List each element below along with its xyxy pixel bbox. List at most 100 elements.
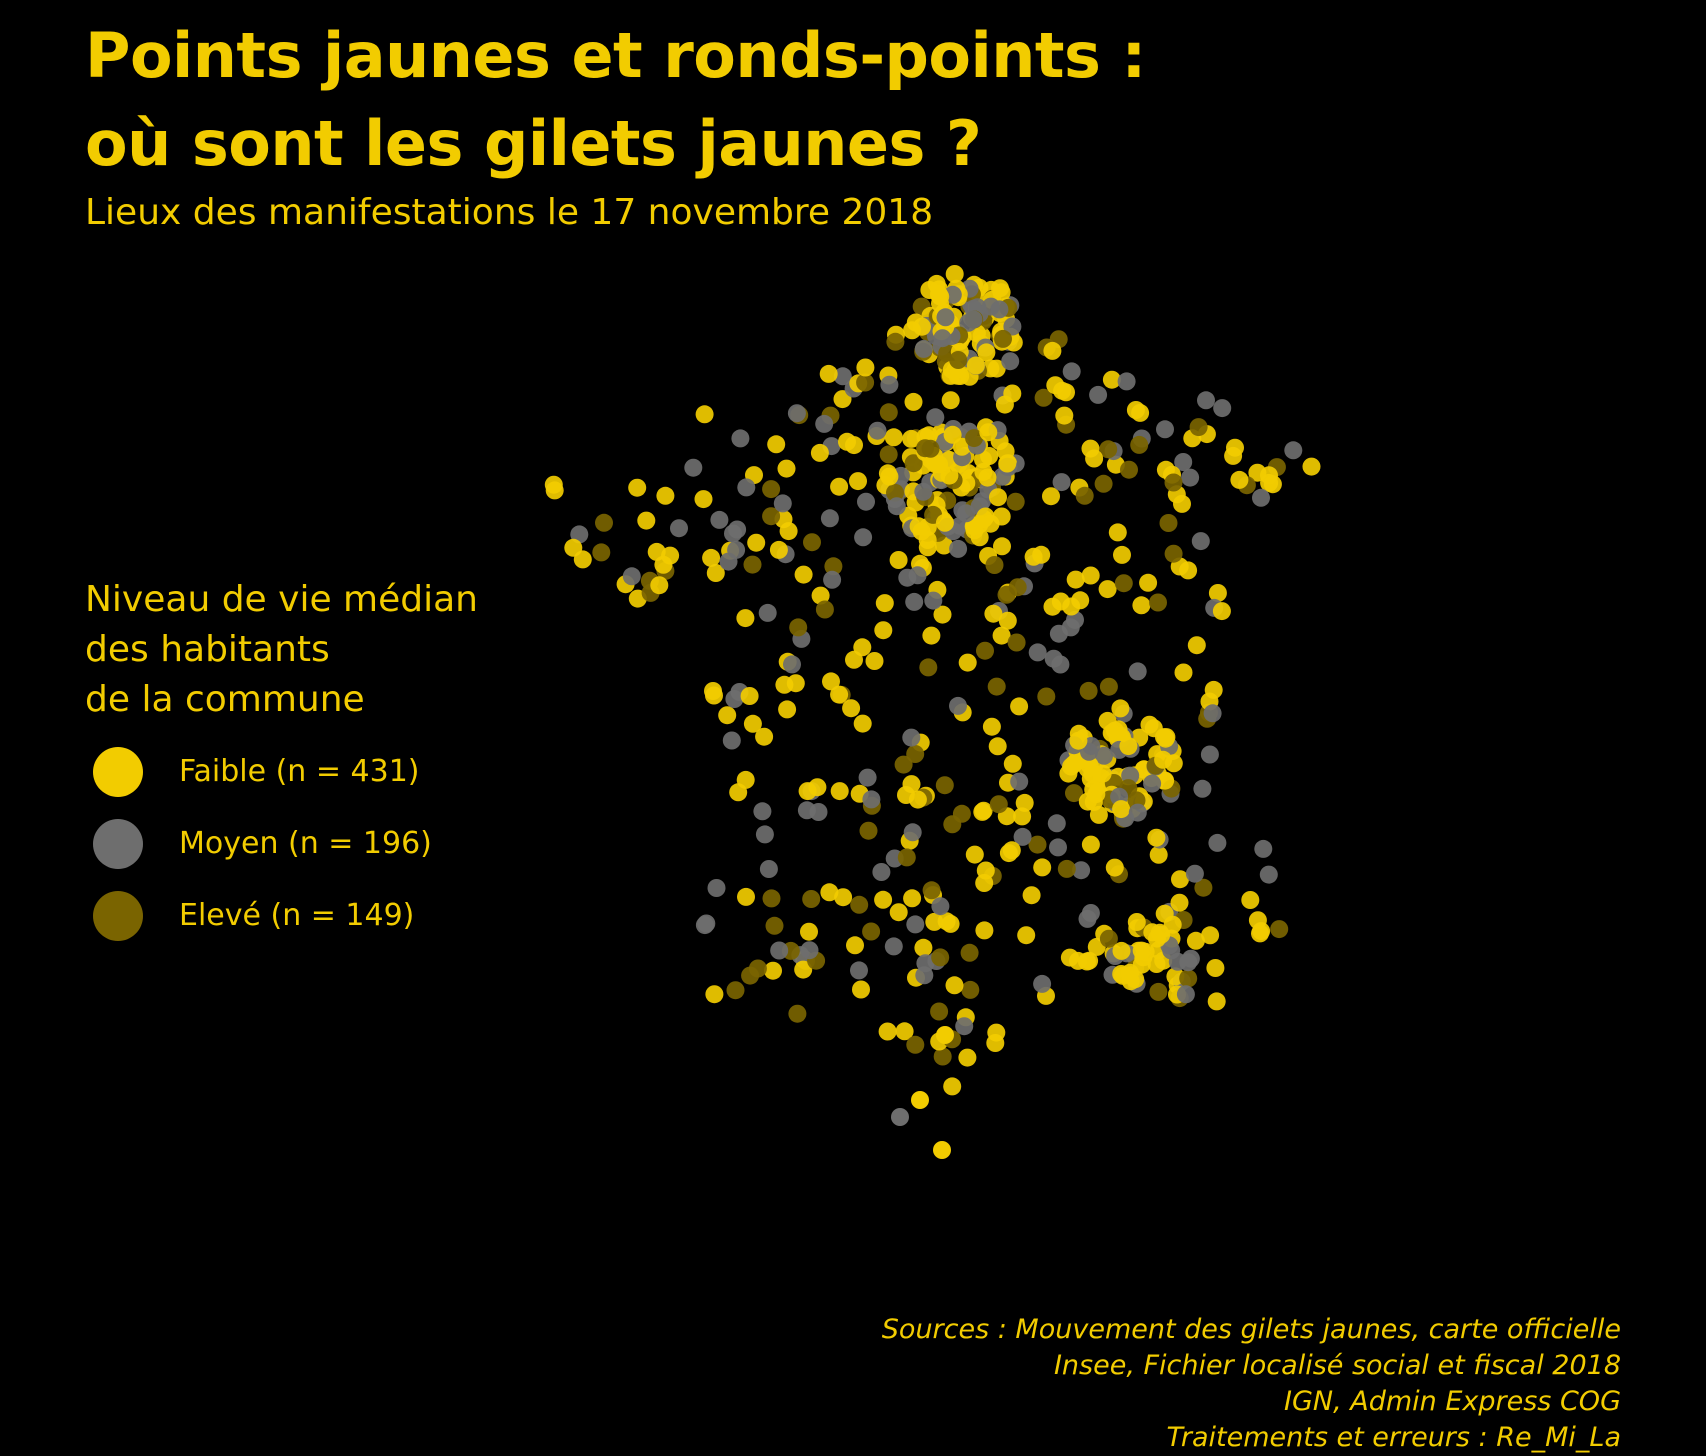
protest-dot-moyen [1203,704,1222,723]
protest-dot-eleve [1164,544,1183,563]
protest-dot-eleve [1149,593,1167,612]
protest-dot-moyen [800,941,819,960]
protest-dot-faible [1069,731,1088,750]
source-line-4: Traitements et erreurs : Re_Mi_La [1166,1422,1621,1453]
protest-dot-faible [998,454,1017,473]
protest-dot-moyen [1128,803,1147,822]
protest-dot-eleve [994,329,1012,348]
protest-dot-moyen [1049,838,1067,857]
protest-dot-faible [973,802,992,821]
protest-dot-moyen [1095,746,1113,765]
protest-dot-faible [740,687,759,705]
protest-dot-moyen [759,860,778,878]
protest-dot-eleve [762,507,781,526]
protest-dot-eleve [1159,514,1178,532]
protest-dot-moyen [1028,643,1047,662]
protest-dot-faible [925,912,944,931]
protest-dot-faible [736,770,755,789]
protest-dot-moyen [936,308,955,327]
protest-dot-faible [650,576,669,595]
protest-dot-faible [1126,401,1145,419]
protest-dot-eleve [762,480,781,499]
protest-dot-moyen [1197,391,1215,410]
protest-dot-faible [1113,545,1131,564]
protest-dot-moyen [1128,662,1147,681]
protest-dot-faible [794,960,813,979]
protest-dot-faible [808,778,827,797]
protest-dot-moyen [710,510,729,529]
protest-dot-faible [1148,929,1166,948]
map-title: Points jaunes et ronds-points : où sont … [85,12,1146,188]
protest-dot-moyen [809,803,828,821]
protest-dot-faible [1171,870,1189,889]
protest-dot-moyen [850,961,868,980]
protest-dot-moyen [1181,468,1200,487]
legend: Niveau de vie médian des habitants de la… [85,575,545,941]
protest-dot-faible [1071,591,1090,610]
protest-dot-eleve [922,881,941,900]
protest-dot-faible [976,861,995,880]
protest-dot-moyen [1117,372,1136,391]
protest-dot-eleve [824,557,843,576]
protest-dot-faible [786,674,805,693]
protest-dot-eleve [952,804,971,823]
protest-dot-faible [1066,570,1085,589]
protest-dot-faible [1251,924,1269,943]
protest-dot-faible [1003,754,1022,773]
protest-dot-moyen [1208,833,1227,852]
protest-dot-faible [1155,904,1174,923]
protest-dot-eleve [930,1002,949,1021]
protest-dot-faible [1108,523,1127,542]
protest-dot-faible [1263,475,1282,494]
protest-dot-moyen [858,768,877,787]
protest-dot-faible [940,466,959,485]
protest-dot-moyen [924,591,943,610]
protest-dot-faible [856,358,875,377]
protest-dot-eleve [1164,473,1183,492]
protest-dot-eleve [595,513,613,532]
protest-dot-faible [1157,728,1176,747]
protest-dot-moyen [1049,624,1068,643]
protest-dot-moyen [902,728,921,747]
protest-dot-faible [718,706,737,725]
protest-dot-faible [842,699,861,718]
protest-dot-moyen [949,539,968,558]
protest-dot-eleve [1034,388,1053,407]
protest-dot-faible [902,429,921,448]
protest-dot-eleve [987,677,1006,696]
protest-dot-moyen [1200,745,1219,764]
protest-dot-faible [1098,580,1117,599]
protest-dot-moyen [1010,772,1029,791]
protest-dot-faible [889,551,908,569]
protest-dot-moyen [887,497,906,516]
protest-dot-moyen [758,603,777,622]
protest-dot-eleve [886,483,904,502]
protest-dot-faible [822,672,840,691]
protest-dot-faible [922,626,941,645]
protest-dot-eleve [815,600,834,619]
protest-dot-moyen [722,731,741,750]
protest-dot-faible [1055,406,1074,425]
protest-dot-moyen [783,655,801,674]
protest-dot-moyen [872,863,891,881]
protest-dot-faible [1032,545,1051,564]
protest-dot-eleve [1099,440,1118,459]
protest-dot-faible [647,542,666,561]
protest-dot-faible [958,653,977,672]
protest-dot-eleve [1079,681,1098,700]
protest-dot-moyen [1191,532,1210,551]
protest-dot-moyen [1143,774,1162,793]
protest-dot-eleve [879,403,898,422]
protest-dot-eleve [976,641,994,660]
protest-dot-faible [1186,931,1205,950]
protest-dot-eleve [850,895,869,914]
protest-dot-eleve [1189,418,1208,437]
protest-dot-moyen [1089,385,1108,404]
protest-dot-faible [702,548,721,567]
protest-dot-faible [1164,754,1183,773]
protest-dot-eleve [919,658,938,677]
protest-dot-faible [958,1048,977,1067]
protest-dot-moyen [787,404,806,423]
protest-dot-moyen [1259,865,1278,884]
legend-label-moyen: Moyen (n = 196) [179,826,432,861]
